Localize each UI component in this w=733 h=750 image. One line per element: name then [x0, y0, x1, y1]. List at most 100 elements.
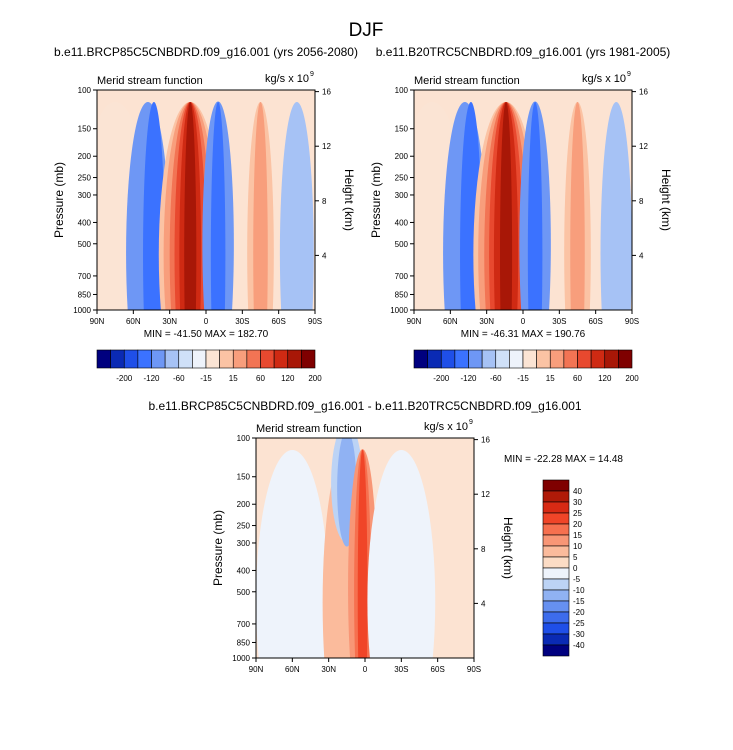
- panel-future: b.e11.BRCP85C5CNBDRD.f09_g16.001 (yrs 20…: [52, 45, 358, 340]
- min-max-stats: MIN = -46.31 MAX = 190.76: [461, 329, 586, 340]
- colorbar-label: 5: [573, 553, 578, 562]
- colorbar-label: 40: [573, 487, 582, 496]
- x-tick-label: 30S: [235, 317, 249, 326]
- y-tick-label: 300: [78, 191, 92, 200]
- colorbar-swatch: [495, 349, 510, 369]
- colorbar-swatch: [123, 349, 139, 369]
- colorbar-swatch: [440, 349, 456, 369]
- y-tick-label: 850: [395, 290, 409, 299]
- y-tick-label: 400: [237, 566, 251, 575]
- x-tick-label: 90N: [407, 317, 422, 326]
- y-tick-label: 1000: [73, 306, 91, 315]
- contour-cell: [184, 102, 197, 310]
- y-right-tick-label: 12: [481, 490, 490, 499]
- x-tick-label: 30N: [479, 317, 494, 326]
- colorbar-swatch: [232, 349, 248, 369]
- colorbar-swatch: [618, 349, 633, 369]
- y-right-tick-label: 4: [322, 251, 327, 260]
- colorbar-swatch: [604, 349, 619, 369]
- min-max-stats: MIN = -41.50 MAX = 182.70: [144, 329, 269, 340]
- y-axis-label: Pressure (mb): [52, 162, 66, 238]
- colorbar-swatch: [542, 622, 570, 635]
- y-tick-label: 250: [237, 522, 251, 531]
- panel-historical: b.e11.B20TRC5CNBDRD.f09_g16.001 (yrs 198…: [369, 45, 673, 340]
- colorbar-label: 15: [229, 374, 238, 383]
- panels: b.e11.BRCP85C5CNBDRD.f09_g16.001 (yrs 20…: [52, 45, 673, 674]
- y-tick-label: 200: [78, 152, 92, 161]
- y-tick-label: 400: [78, 218, 92, 227]
- colorbar-label: -120: [460, 374, 477, 383]
- colorbar-swatch: [522, 349, 537, 369]
- x-tick-label: 0: [204, 317, 209, 326]
- y-tick-label: 200: [395, 152, 409, 161]
- y-right-tick-label: 4: [639, 251, 644, 260]
- colorbar-swatch: [151, 349, 166, 369]
- y-tick-label: 300: [395, 191, 409, 200]
- colorbar-label: -200: [116, 374, 133, 383]
- units-exponent: 9: [310, 71, 314, 78]
- colorbar-swatch: [454, 349, 469, 369]
- y-tick-label: 100: [237, 434, 251, 443]
- contour-cell: [210, 102, 226, 310]
- contour-cell: [279, 101, 314, 310]
- y-tick-label: 700: [78, 272, 92, 281]
- colorbar-label: -10: [573, 586, 585, 595]
- colorbar-swatch: [563, 349, 578, 369]
- colorbar-diff: 40 30 25 20 15 10 5 0 -5 -10 -15 -20 -25 -30 -40: [542, 479, 585, 657]
- y-tick-label: 500: [78, 240, 92, 249]
- contour-cell: [570, 101, 585, 310]
- units-label: kg/s x 10: [582, 73, 626, 85]
- y-tick-label: 250: [78, 174, 92, 183]
- y-right-axis-label: Height (km): [342, 169, 356, 231]
- colorbar-label: -200: [433, 374, 450, 383]
- colorbar-label: 60: [573, 374, 582, 383]
- y-tick-label: 400: [395, 218, 409, 227]
- x-tick-label: 90N: [90, 317, 105, 326]
- colorbar-main-1: -200 -120 -60 -15 15 60 120 200: [96, 349, 322, 383]
- contour-cell: [367, 449, 436, 658]
- colorbar-label: 60: [256, 374, 265, 383]
- y-tick-label: 100: [395, 86, 409, 95]
- y-tick-label: 700: [237, 620, 251, 629]
- colorbar-label: -15: [573, 597, 585, 606]
- colorbar-swatch: [542, 600, 570, 613]
- colorbar-swatch: [542, 512, 570, 525]
- y-tick-label: 850: [237, 638, 251, 647]
- contour-cell: [253, 101, 268, 310]
- y-tick-label: 250: [395, 174, 409, 183]
- colorbar-swatch: [287, 349, 302, 369]
- colorbar-swatch: [301, 349, 316, 369]
- colorbar-label: -120: [143, 374, 160, 383]
- colorbar-swatch: [219, 349, 234, 369]
- y-right-axis-label: Height (km): [659, 169, 673, 231]
- colorbar-swatch: [542, 556, 570, 569]
- y-tick-label: 1000: [390, 306, 408, 315]
- colorbar-label: -15: [517, 374, 529, 383]
- colorbar-label: -60: [173, 374, 185, 383]
- colorbar-swatch: [536, 349, 551, 369]
- colorbar-swatch: [192, 349, 207, 369]
- colorbar-swatch: [542, 567, 570, 580]
- panel-title: b.e11.B20TRC5CNBDRD.f09_g16.001 (yrs 198…: [376, 45, 671, 59]
- colorbar-label: 200: [625, 374, 639, 383]
- colorbar-label: -20: [573, 608, 585, 617]
- panel-subtitle: Merid stream function: [414, 75, 520, 87]
- contour-cell: [256, 449, 329, 658]
- colorbar-swatch: [178, 349, 193, 369]
- min-max-stats: MIN = -22.28 MAX = 14.48: [504, 454, 623, 465]
- x-tick-label: 30N: [162, 317, 177, 326]
- y-right-tick-label: 8: [639, 197, 644, 206]
- y-right-tick-label: 16: [639, 88, 648, 97]
- colorbar-swatch: [542, 545, 570, 558]
- colorbar-swatch: [590, 349, 606, 369]
- y-tick-label: 100: [78, 86, 92, 95]
- panel-difference: b.e11.BRCP85C5CNBDRD.f09_g16.001 - b.e11…: [148, 399, 623, 674]
- colorbar-swatch: [549, 349, 565, 369]
- colorbar-label: -15: [200, 374, 212, 383]
- units-label: kg/s x 10: [265, 73, 309, 85]
- x-tick-label: 90S: [625, 317, 639, 326]
- colorbar-swatch: [481, 349, 497, 369]
- contour-cell: [600, 101, 632, 310]
- x-tick-label: 60N: [126, 317, 141, 326]
